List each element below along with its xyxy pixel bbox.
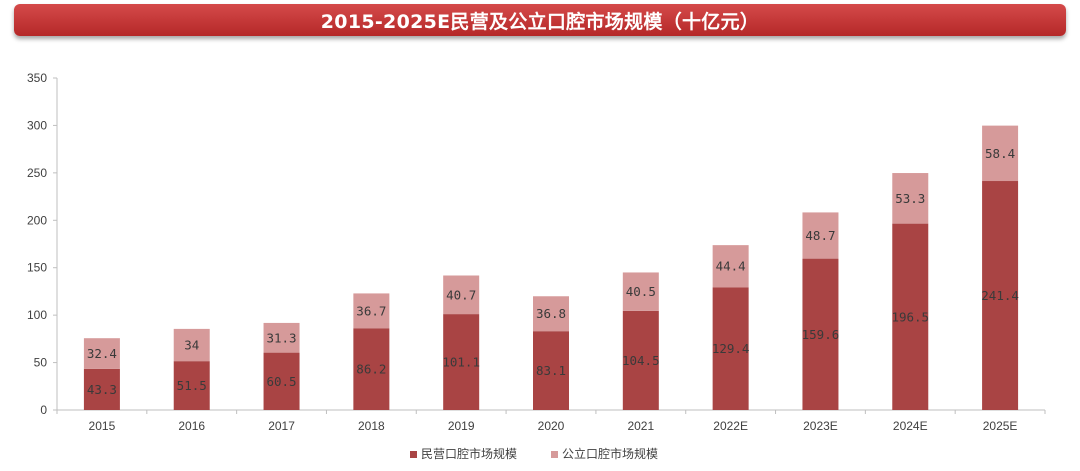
y-tick-label: 150 bbox=[27, 261, 47, 275]
bar-private bbox=[353, 328, 390, 410]
bar-public bbox=[533, 296, 569, 332]
bar-private bbox=[443, 314, 480, 410]
x-tick-label: 2023E bbox=[803, 419, 838, 433]
bar-public bbox=[353, 293, 390, 329]
data-label-private: 196.5 bbox=[891, 309, 929, 324]
bar-public bbox=[173, 328, 210, 362]
data-label-private: 129.4 bbox=[712, 341, 750, 356]
bar-public bbox=[802, 212, 839, 259]
data-label-public: 58.4 bbox=[985, 146, 1015, 161]
bar-public bbox=[712, 245, 749, 288]
bar-private bbox=[263, 352, 300, 410]
data-label-public: 36.8 bbox=[536, 306, 566, 321]
data-label-public: 32.4 bbox=[87, 346, 117, 361]
y-tick-label: 250 bbox=[27, 166, 47, 180]
y-tick-label: 50 bbox=[34, 356, 48, 370]
x-tick-label: 2019 bbox=[448, 419, 475, 433]
bar-private bbox=[83, 368, 120, 410]
y-tick-label: 350 bbox=[27, 71, 47, 85]
bar-public bbox=[83, 338, 120, 369]
data-label-private: 241.4 bbox=[981, 288, 1019, 303]
data-label-public: 34 bbox=[184, 338, 199, 353]
bar-public bbox=[443, 275, 480, 315]
data-label-private: 60.5 bbox=[266, 374, 296, 389]
data-label-private: 83.1 bbox=[536, 363, 566, 378]
x-tick-label: 2015 bbox=[89, 419, 116, 433]
data-label-public: 44.4 bbox=[716, 259, 746, 274]
chart-title-bar: 2015-2025E民营及公立口腔市场规模（十亿元） bbox=[14, 4, 1066, 36]
y-tick-label: 0 bbox=[40, 403, 47, 417]
x-tick-label: 2016 bbox=[178, 419, 205, 433]
data-label-private: 86.2 bbox=[356, 362, 386, 377]
bar-private bbox=[712, 287, 749, 410]
y-tick-label: 200 bbox=[27, 213, 47, 227]
chart-title: 2015-2025E民营及公立口腔市场规模（十亿元） bbox=[320, 10, 760, 33]
data-label-private: 101.1 bbox=[442, 355, 480, 370]
bar-private bbox=[892, 223, 929, 410]
bar-private bbox=[173, 361, 210, 410]
data-label-private: 159.6 bbox=[802, 327, 840, 342]
y-tick-label: 100 bbox=[27, 308, 47, 322]
bar-public bbox=[982, 125, 1019, 182]
x-tick-label: 2020 bbox=[538, 419, 565, 433]
data-label-public: 31.3 bbox=[266, 330, 296, 345]
legend-label-public: 公立口腔市场规模 bbox=[562, 446, 658, 461]
bar-private bbox=[802, 258, 839, 410]
data-label-public: 40.7 bbox=[446, 287, 476, 302]
bar-public bbox=[892, 173, 929, 224]
bar-public bbox=[263, 322, 300, 353]
y-tick-label: 300 bbox=[27, 118, 47, 132]
bar-public bbox=[622, 272, 659, 311]
data-label-public: 48.7 bbox=[805, 228, 835, 243]
x-tick-label: 2024E bbox=[893, 419, 928, 433]
data-label-private: 104.5 bbox=[622, 353, 660, 368]
x-tick-label: 2022E bbox=[713, 419, 748, 433]
legend-swatch-public bbox=[551, 451, 558, 458]
x-tick-label: 2021 bbox=[627, 419, 654, 433]
data-label-public: 53.3 bbox=[895, 191, 925, 206]
x-tick-label: 2025E bbox=[983, 419, 1018, 433]
data-label-private: 51.5 bbox=[177, 378, 207, 393]
legend-label-private: 民营口腔市场规模 bbox=[421, 446, 517, 461]
legend-swatch-private bbox=[410, 451, 417, 458]
x-tick-label: 2017 bbox=[268, 419, 295, 433]
bar-private bbox=[622, 310, 659, 410]
data-label-public: 40.5 bbox=[626, 284, 656, 299]
x-tick-label: 2018 bbox=[358, 419, 385, 433]
data-label-public: 36.7 bbox=[356, 303, 386, 318]
data-label-private: 43.3 bbox=[87, 382, 117, 397]
bar-private bbox=[533, 331, 569, 410]
bar-private bbox=[982, 181, 1019, 410]
